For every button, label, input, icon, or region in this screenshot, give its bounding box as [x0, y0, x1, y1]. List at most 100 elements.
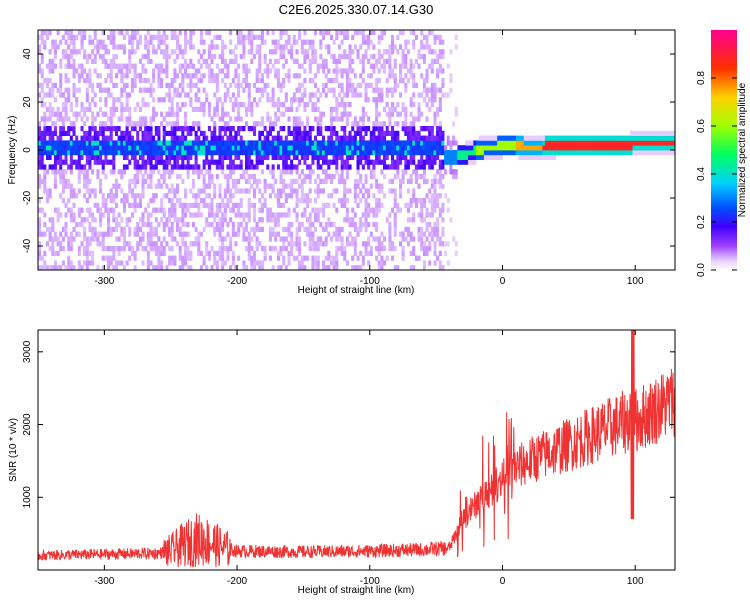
spectrogram-cell [231, 231, 235, 237]
spectrogram-cell [494, 140, 498, 146]
spectrogram-cell [406, 207, 410, 213]
spectrogram-cell [414, 116, 418, 122]
spectrogram-cell [184, 222, 188, 228]
spectrogram-cell [88, 164, 92, 170]
spectrogram-cell [420, 44, 424, 50]
spectrogram-cell [144, 68, 148, 74]
spectrogram-cell [428, 212, 432, 218]
spectrogram-cell [345, 116, 349, 122]
spectrogram-cell [99, 106, 103, 112]
spectrogram-cell [69, 212, 73, 218]
spectrogram-cell [359, 154, 363, 160]
spectrogram-cell [672, 145, 675, 151]
spectrogram-cell [332, 39, 336, 45]
spectrogram-cell [295, 198, 299, 204]
spectrogram-cell [101, 145, 105, 151]
spectrogram-cell [189, 140, 193, 146]
spectrogram-cell [115, 236, 119, 242]
spectrogram-cell [247, 140, 251, 146]
spectrogram-cell [51, 226, 55, 232]
spectrogram-cell [226, 202, 230, 208]
spectrogram-cell [59, 126, 63, 132]
spectrogram-cell [173, 188, 177, 194]
spectrogram-cell [130, 39, 134, 45]
spectrogram-cell [173, 92, 177, 98]
spectrogram-cell [260, 87, 264, 93]
spectrogram-cell [99, 150, 103, 156]
spectrogram-cell [85, 217, 89, 223]
spectrogram-cell [380, 246, 384, 252]
spectrogram-cell [417, 150, 421, 156]
spectrogram-cell [406, 159, 410, 165]
spectrogram-cell [197, 202, 201, 208]
spectrogram-cell [433, 231, 437, 237]
spectrogram-cell [136, 145, 140, 151]
spectrogram-cell [632, 150, 636, 156]
spectrogram-cell [393, 78, 397, 84]
spectrogram-cell [67, 34, 71, 40]
spectrogram-cell [319, 164, 323, 170]
spectrogram-cell [226, 73, 230, 79]
spectrogram-cell [205, 63, 209, 69]
spectrogram-cell [356, 159, 360, 165]
spectrogram-cell [83, 78, 87, 84]
spectrogram-cell [271, 92, 275, 98]
spectrogram-cell [104, 198, 108, 204]
spectrogram-cell [207, 63, 211, 69]
spectrogram-cell [85, 54, 89, 60]
spectrogram-cell [234, 135, 238, 141]
spectrogram-cell [162, 116, 166, 122]
spectrogram-cell [438, 87, 442, 93]
spectrogram-cell [168, 217, 172, 223]
spectrogram-cell [393, 202, 397, 208]
spectrogram-cell [372, 222, 376, 228]
spectrogram-cell [468, 154, 472, 160]
spectrogram-cell [141, 217, 145, 223]
spectrogram-cell [99, 97, 103, 103]
spectrogram-cell [483, 154, 487, 160]
spectrogram-cell [372, 207, 376, 213]
spectrogram-cell [53, 49, 57, 55]
spectrogram-cell [88, 130, 92, 136]
spectrogram-cell [207, 54, 211, 60]
spectrogram-cell [104, 58, 108, 64]
spectrogram-cell [295, 236, 299, 242]
spectrogram-cell [515, 145, 519, 151]
spectrogram-cell [332, 231, 336, 237]
spectrogram-cell [263, 198, 267, 204]
spectrogram-cell [282, 212, 286, 218]
spectrogram-cell [181, 207, 185, 213]
spectrogram-cell [157, 236, 161, 242]
spectrogram-cell [215, 265, 219, 270]
spectrogram-cell [83, 49, 87, 55]
spectrogram-cell [393, 87, 397, 93]
spectrogram-cell [61, 226, 65, 232]
spectrogram-cell [85, 116, 89, 122]
spectrogram-cell [199, 145, 203, 151]
spectrogram-cell [396, 49, 400, 55]
spectrogram-cell [160, 159, 164, 165]
spectrogram-cell [154, 49, 158, 55]
spectrogram-cell [420, 150, 424, 156]
spectrogram-cell [176, 54, 180, 60]
spectrogram-cell [468, 145, 472, 151]
spectrogram-cell [250, 183, 254, 189]
spectrogram-cell [109, 121, 113, 127]
spectrogram-cell [433, 140, 437, 146]
spectrogram-cell [303, 154, 307, 160]
spectrogram-cell [162, 130, 166, 136]
spectrogram-cell [406, 226, 410, 232]
spectrogram-cell [322, 207, 326, 213]
spectrogram-cell [422, 54, 426, 60]
spectrogram-cell [356, 231, 360, 237]
spectrogram-cell [552, 135, 556, 141]
spectrogram-cell [165, 154, 169, 160]
spectrogram-cell [483, 135, 487, 141]
spectrogram-cell [245, 226, 249, 232]
spectrogram-cell [303, 130, 307, 136]
spectrogram-cell [210, 135, 214, 141]
spectrogram-cell [91, 111, 95, 117]
spectrogram-cell [96, 174, 100, 180]
spectrogram-cell [422, 241, 426, 247]
spectrogram-cell [367, 202, 371, 208]
